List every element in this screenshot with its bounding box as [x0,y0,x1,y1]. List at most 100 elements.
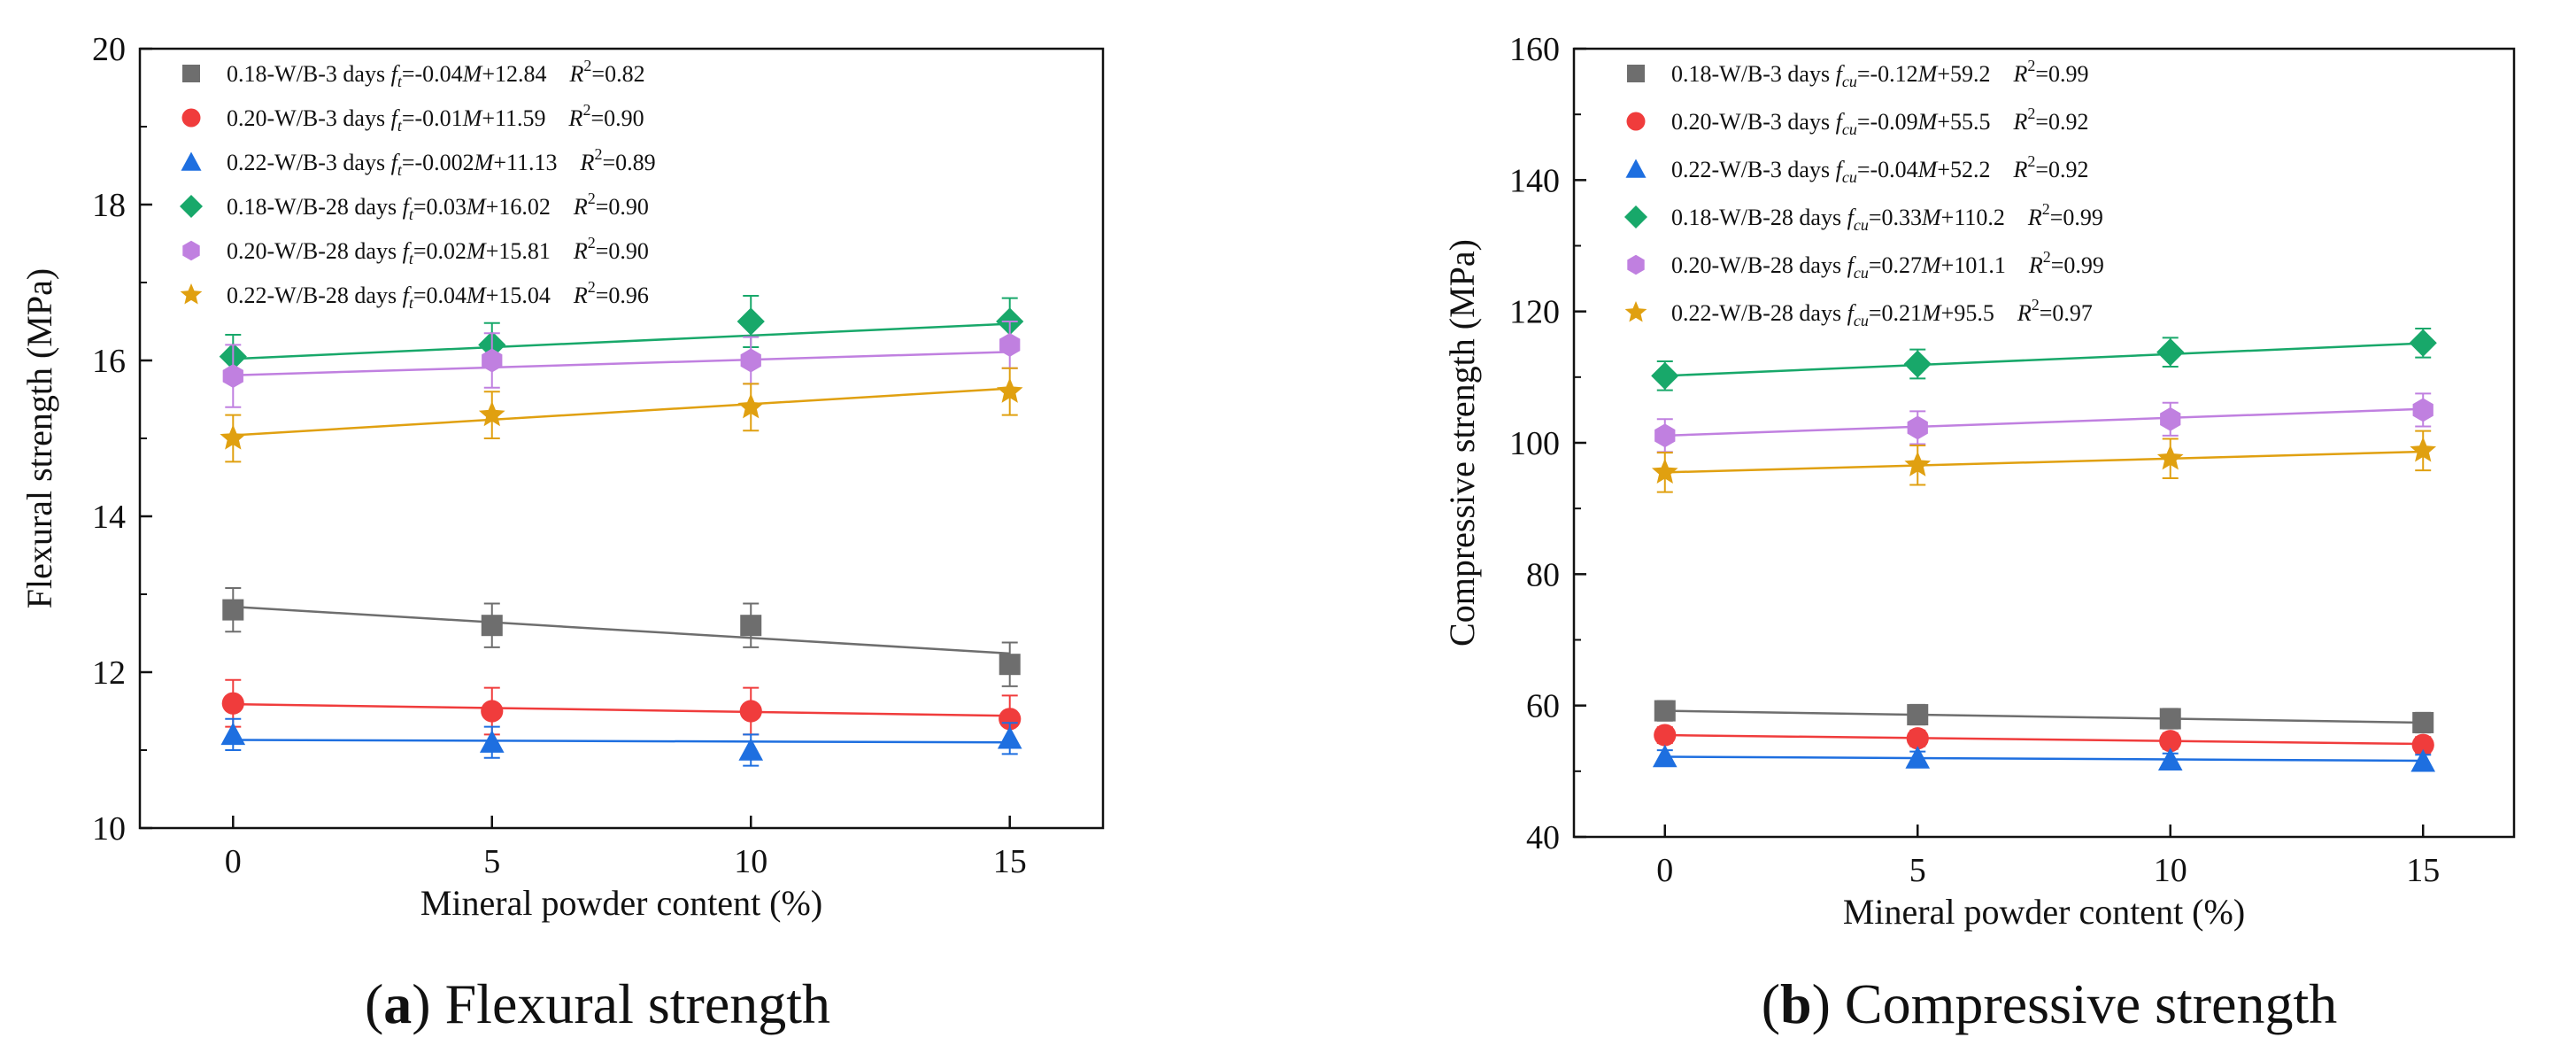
x-tick-label: 5 [483,843,500,880]
caption-paren: ( [1762,972,1780,1035]
legend-entry: 0.20-W/B-28 days fcu=0.27M+101.1 R2=0.99 [1627,248,2104,282]
legend-label: 0.18-W/B-3 days fcu=-0.12M+59.2 R2=0.99 [1671,57,2089,90]
legend-marker [181,151,202,171]
legend-entry: 0.22-W/B-28 days ft=0.04M+15.04 R2=0.96 [180,278,649,312]
legend-marker [1624,301,1647,322]
data-point [1906,727,1929,750]
data-point [220,424,247,450]
legend-variable: M [466,238,487,264]
legend-equation: =0.04 [413,283,467,308]
legend-symbol: f [403,283,413,308]
data-point [738,738,764,761]
legend-r2-value: =0.92 [2035,157,2088,182]
data-point [220,722,246,746]
series-triangle [220,717,1022,767]
legend-symbol: f [1847,300,1857,326]
legend-label: 0.18-W/B-28 days ft=0.03M+16.02 R2=0.90 [227,190,649,223]
x-tick-label: 0 [1656,852,1673,889]
caption-text: Compressive strength [1831,972,2337,1035]
series-triangle [1652,744,2436,772]
data-point [2412,398,2433,422]
legend-symbol: f [1847,252,1857,278]
legend-subscript: cu [1854,312,1869,329]
caption-paren: ) [412,972,430,1035]
data-point [482,348,503,373]
legend-equation-rest: +52.2 [1937,157,1990,182]
legend-variable: M [462,61,483,87]
series-circle [221,678,1022,744]
legend-r2-value: =0.82 [591,61,644,87]
legend-marker [182,65,200,82]
fit-line [233,739,1010,744]
legend-subscript: t [409,294,414,312]
data-point [999,708,1022,731]
data-point [2157,747,2183,770]
legend-r2-value: =0.99 [2035,61,2088,87]
data-point [1652,744,1677,768]
x-tick-label: 0 [225,843,242,880]
legend-series-name: 0.22-W/B-28 days [1671,300,1841,326]
legend-variable: M [1917,157,1939,182]
legend-label: 0.22-W/B-3 days fcu=-0.04M+52.2 R2=0.92 [1671,152,2089,186]
legend-series-name: 0.20-W/B-3 days [227,105,385,131]
data-point [478,401,505,427]
legend-symbol: f [391,61,401,87]
data-point [740,348,761,373]
legend-subscript: t [397,73,403,90]
legend-equation-rest: +11.59 [482,105,545,131]
legend-superscript: 2 [588,234,596,252]
panel-compressive: 0 5 10 15 40 60 80 100 120 140 160 Mineral powder c… [1442,31,2516,1035]
legend-equation-rest: +12.84 [482,61,546,87]
legend-r2-label: R [569,61,584,87]
fit-line [1664,709,2424,724]
fit-line [1664,407,2424,437]
y-axis-label: Compressive strength (MPa) [1442,239,1482,647]
legend-variable: M [466,194,487,220]
legend-marker [1627,254,1645,275]
legend-variable: M [1921,300,1942,326]
legend-r2-value: =0.90 [596,238,649,264]
legend-label: 0.20-W/B-28 days fcu=0.27M+101.1 R2=0.99 [1671,248,2104,282]
y-tick-label: 14 [92,499,126,536]
legend-symbol: f [391,150,401,175]
legend-variable: M [474,150,495,175]
x-tick-label: 10 [734,843,767,880]
legend-subscript: t [397,161,403,179]
data-point [2409,329,2437,357]
legend-r2-label: R [2013,157,2028,182]
y-axis-label: Flexural strength (MPa) [19,268,59,608]
data-point [481,615,503,637]
data-point [1907,415,1928,440]
legend-superscript: 2 [588,190,596,207]
y-tick-label: 16 [92,343,126,380]
legend-equation-rest: +11.13 [493,150,557,175]
data-point [1654,423,1676,448]
legend-superscript: 2 [2042,200,2050,218]
legend-r2-label: R [2027,205,2042,230]
legend-variable: M [1921,252,1942,278]
legend-equation-rest: +95.5 [1941,300,1994,326]
y-tick-label: 140 [1509,162,1560,199]
legend-equation: =-0.04 [402,61,463,87]
fit-line [233,702,1010,717]
y-tick-label: 80 [1526,556,1560,593]
x-axis-label: Mineral powder content (%) [1843,892,2245,932]
data-point [996,377,1023,403]
fit-line [1664,342,2424,377]
legend-equation: =-0.04 [1857,157,1918,182]
legend-series-name: 0.20-W/B-28 days [1671,252,1841,278]
data-point [2411,733,2434,756]
caption-letter: a [383,972,412,1035]
legend-symbol: f [1836,61,1846,87]
legend-label: 0.18-W/B-28 days fcu=0.33M+110.2 R2=0.99 [1671,200,2103,234]
legend-marker [180,283,203,305]
series-star [1651,430,2437,493]
legend-symbol: f [403,194,413,220]
x-tick-label: 15 [2406,852,2440,889]
legend-r2-value: =0.97 [2040,300,2093,326]
legend-label: 0.20-W/B-3 days fcu=-0.09M+55.5 R2=0.92 [1671,105,2089,138]
legend-marker [1626,112,1646,131]
legend-entry: 0.20-W/B-28 days ft=0.02M+15.81 R2=0.90 [182,234,649,267]
legend-r2-value: =0.99 [2050,205,2103,230]
panel-caption: (a) Flexural strength [365,972,830,1035]
